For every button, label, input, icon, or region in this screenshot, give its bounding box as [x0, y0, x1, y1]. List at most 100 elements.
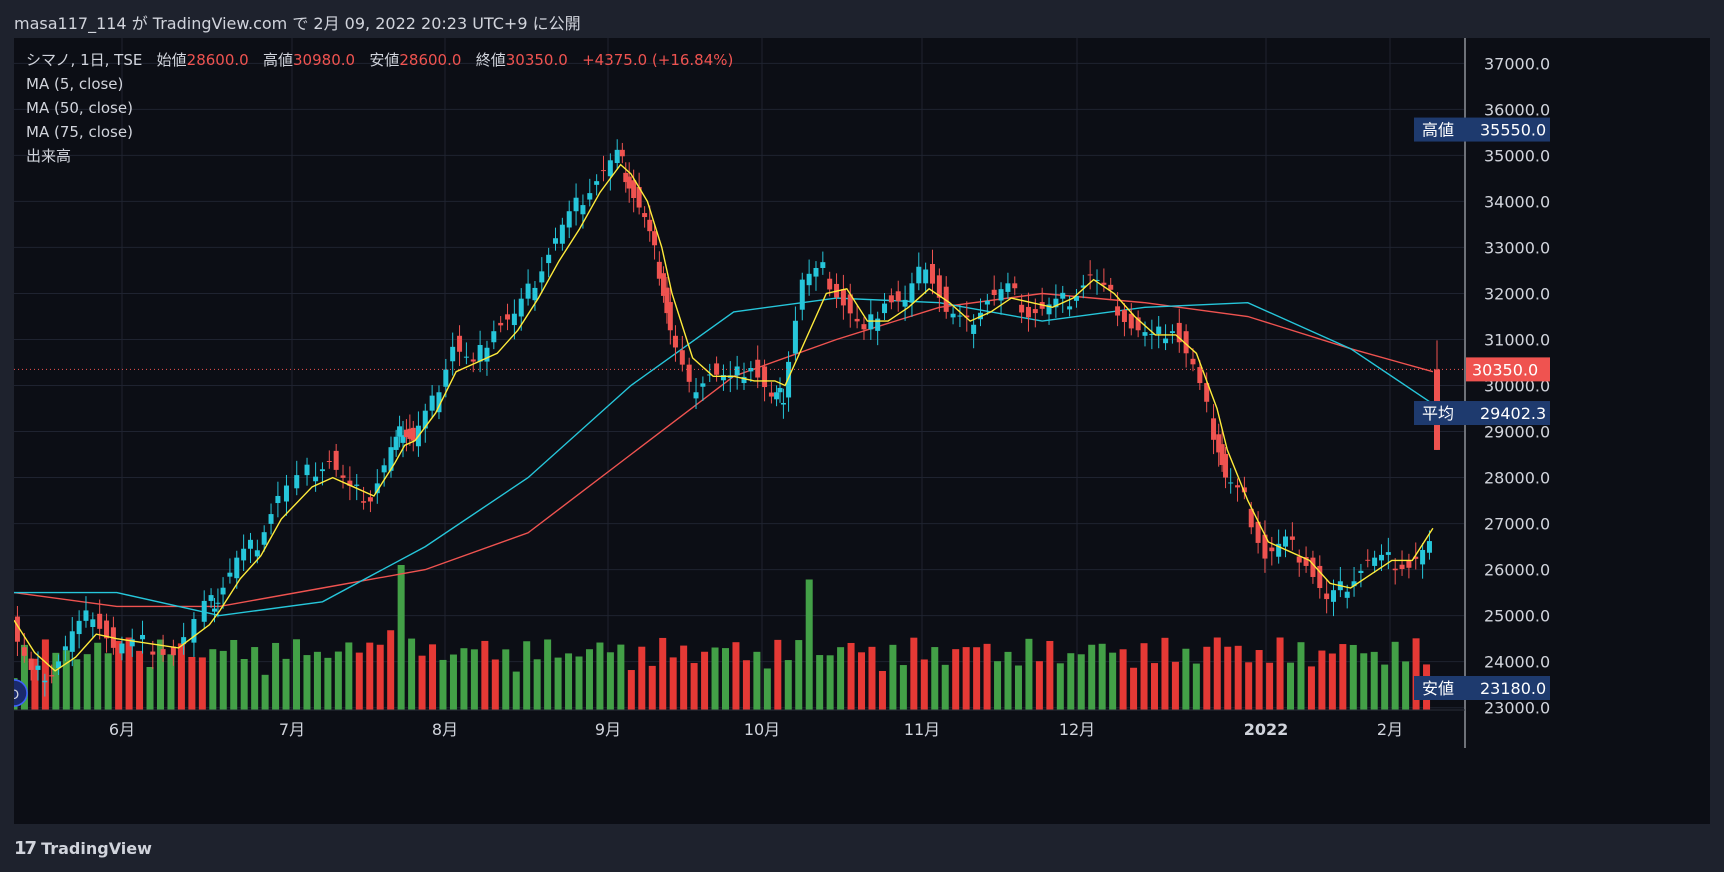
candle-body [160, 649, 166, 655]
candle-body [1032, 309, 1038, 314]
volume-bar [826, 655, 834, 710]
volume-bar [136, 650, 144, 710]
volume-legend[interactable]: 出来高 [26, 147, 72, 165]
volume-bar [1046, 640, 1054, 710]
volume-bar [439, 659, 447, 710]
volume-bar [763, 668, 771, 710]
candle-body [813, 267, 819, 277]
high-value: 30980.0 [293, 51, 356, 69]
volume-bar [293, 639, 301, 710]
ma50-line [14, 297, 1434, 617]
volume-bar [460, 648, 468, 710]
y-tick-label: 23000.0 [1484, 699, 1550, 718]
candle-body [119, 643, 125, 654]
candle-body [755, 359, 761, 378]
candle-body [1216, 434, 1222, 453]
candle-body [407, 428, 413, 439]
candle-body [631, 180, 637, 199]
ma50-legend[interactable]: MA (50, close) [26, 99, 133, 117]
candle-body [254, 550, 260, 557]
low-tag-value: 23180.0 [1480, 679, 1546, 698]
candle-body [1296, 556, 1302, 563]
volume-bar [512, 671, 520, 710]
candle-body [477, 345, 483, 362]
candle-body [882, 303, 888, 314]
candle-body [470, 359, 476, 362]
candle-body [1115, 306, 1121, 316]
candle-body [923, 269, 929, 284]
open-value: 28600.0 [186, 51, 249, 69]
candle-body [1406, 560, 1412, 568]
volume-bar [941, 664, 949, 710]
candle-body [35, 665, 41, 670]
event-marker[interactable]: D [14, 679, 28, 707]
y-tick-label: 26000.0 [1484, 561, 1550, 580]
ma75-legend[interactable]: MA (75, close) [26, 123, 133, 141]
high-label: 高値 [263, 51, 294, 69]
volume-bar [1287, 662, 1295, 710]
dividend-icon[interactable] [14, 679, 28, 707]
candle-body [553, 238, 559, 244]
candle-body [679, 350, 685, 365]
candle-body [734, 366, 740, 376]
candle-body [559, 224, 565, 244]
candle-body [181, 637, 187, 645]
volume-bar [1119, 649, 1127, 710]
volume-bar [1098, 643, 1106, 710]
candle-body [667, 302, 673, 331]
candle-body [443, 369, 449, 387]
volume-bar [1130, 667, 1138, 710]
candle-body [1399, 564, 1405, 570]
volume-bar [313, 651, 321, 710]
candle-body [457, 335, 463, 352]
candle-body [1211, 418, 1217, 440]
y-tick-label: 35000.0 [1484, 146, 1550, 165]
volume-bar [701, 651, 709, 710]
candle-body [1289, 536, 1295, 540]
volume-bar [1402, 661, 1410, 710]
volume-bar [617, 644, 625, 710]
candle-body [1156, 326, 1162, 334]
candle-body [241, 548, 247, 561]
x-tick-label: 8月 [432, 720, 458, 739]
chart-panel[interactable]: シマノ, 1日, TSE 始値28600.0 高値30980.0 安値28600… [14, 38, 1710, 824]
x-tick-label: 2022 [1244, 720, 1289, 739]
candle-body [367, 497, 373, 502]
candlestick-chart[interactable]: DEED23000.024000.025000.026000.027000.02… [14, 38, 1710, 824]
candle-body [916, 266, 922, 284]
volume-bar [585, 649, 593, 710]
volume-bar [669, 657, 677, 710]
candle-body [786, 361, 792, 398]
candle-body [208, 595, 214, 601]
high-tag-value: 35550.0 [1480, 121, 1546, 140]
volume-bar [52, 652, 60, 710]
volume-bar [837, 647, 845, 710]
volume-bar [1004, 651, 1012, 710]
change-value: +4375.0 (+16.84%) [582, 51, 734, 69]
volume-bar [73, 659, 81, 710]
candle-body [1012, 283, 1018, 289]
candle-body [525, 283, 531, 299]
volume-bar [816, 655, 824, 710]
volume-bar [209, 649, 217, 710]
volume-bar [41, 639, 49, 710]
candle-body [1262, 534, 1268, 559]
volume-bar [481, 640, 489, 710]
candle-body [191, 619, 197, 643]
candle-body [792, 320, 798, 354]
candle-body [1420, 549, 1426, 565]
candle-body [652, 231, 658, 246]
candle-body [1019, 304, 1025, 313]
candle-body [403, 429, 409, 438]
volume-bar [1266, 662, 1274, 710]
candle-body [1060, 292, 1066, 299]
candle-body [672, 335, 678, 348]
volume-bar [366, 642, 374, 710]
candle-body [518, 298, 524, 317]
x-tick-label: 6月 [109, 720, 135, 739]
volume-bar [1213, 637, 1221, 710]
candle-body [1169, 331, 1175, 334]
candle-body [664, 287, 670, 314]
ma5-legend[interactable]: MA (5, close) [26, 75, 124, 93]
